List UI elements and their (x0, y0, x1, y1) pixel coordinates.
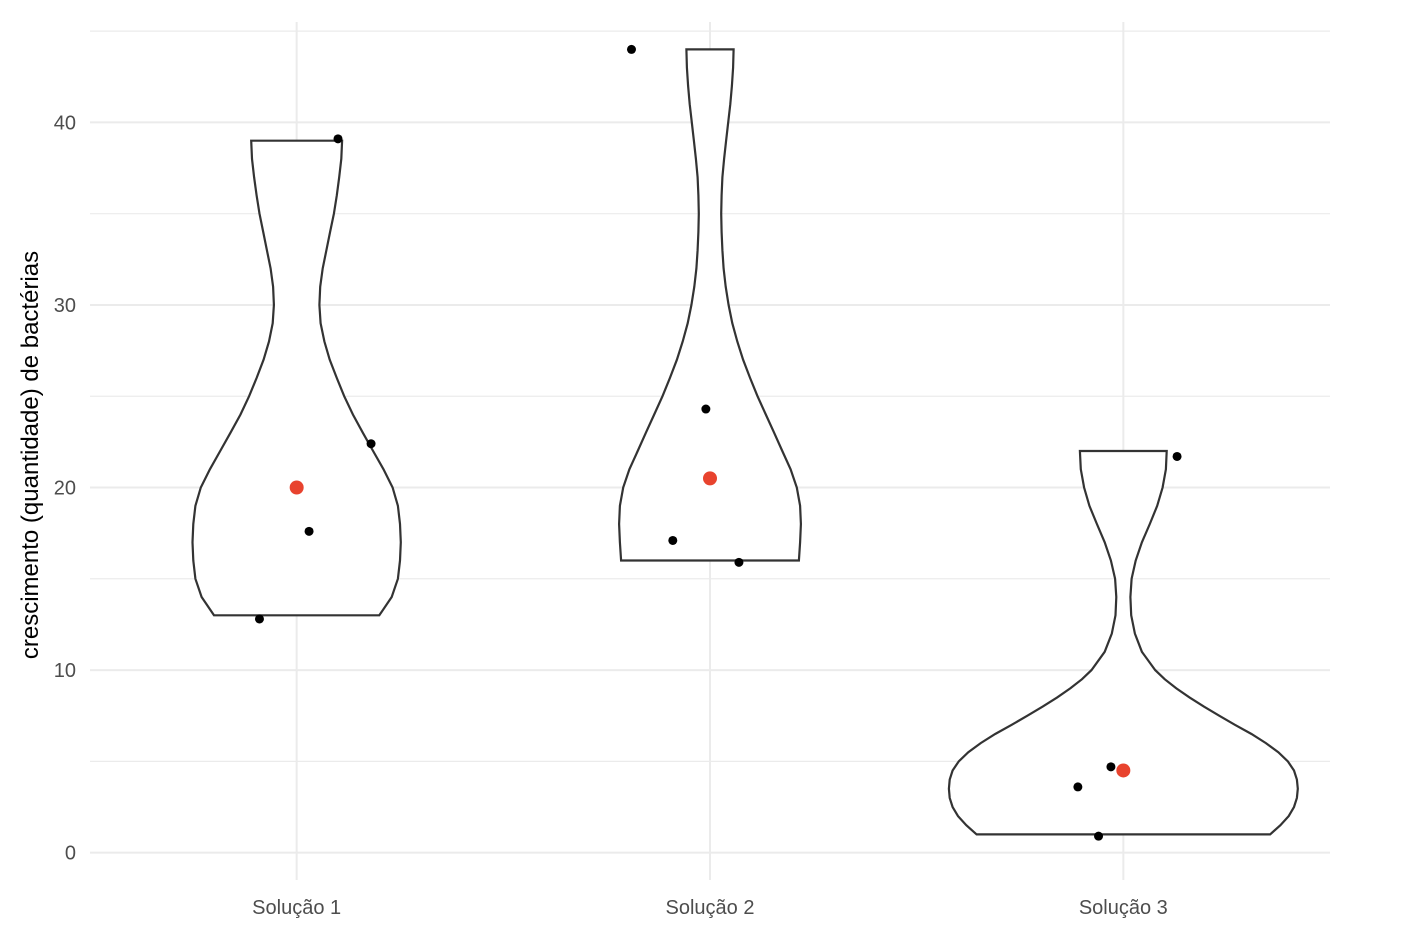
violin-shape (617, 48, 803, 562)
violin-shape (191, 139, 402, 617)
data-point (1094, 831, 1104, 841)
data-point (1106, 762, 1116, 772)
y-tick-label: 40 (54, 112, 76, 134)
data-point (304, 526, 314, 536)
x-tick-label: Solução 2 (666, 897, 755, 919)
mean-point (1116, 763, 1131, 778)
x-tick-label: Solução 1 (252, 897, 341, 919)
data-point (701, 404, 711, 414)
data-point (668, 535, 678, 545)
y-tick-labels: 0 10 20 30 40 (54, 112, 76, 864)
data-point (366, 439, 376, 449)
mean-point (703, 471, 717, 486)
data-point (1073, 782, 1083, 792)
y-tick-label: 20 (54, 478, 76, 500)
data-point (333, 134, 343, 144)
data-point (1172, 451, 1182, 461)
y-axis-title: crescimento (quantidade) de bactérias (17, 251, 44, 659)
mean-point (289, 480, 304, 495)
y-tick-label: 0 (65, 843, 76, 865)
x-tick-labels: Solução 1 Solução 2 Solução 3 (252, 897, 1168, 919)
y-tick-label: 30 (54, 295, 76, 317)
violins (191, 48, 1299, 836)
violin-shape (947, 449, 1299, 836)
data-point (254, 614, 264, 624)
data-points (254, 44, 1182, 841)
data-point (734, 557, 744, 567)
data-point (626, 44, 636, 54)
y-tick-label: 10 (54, 660, 76, 682)
x-tick-label: Solução 3 (1079, 897, 1168, 919)
